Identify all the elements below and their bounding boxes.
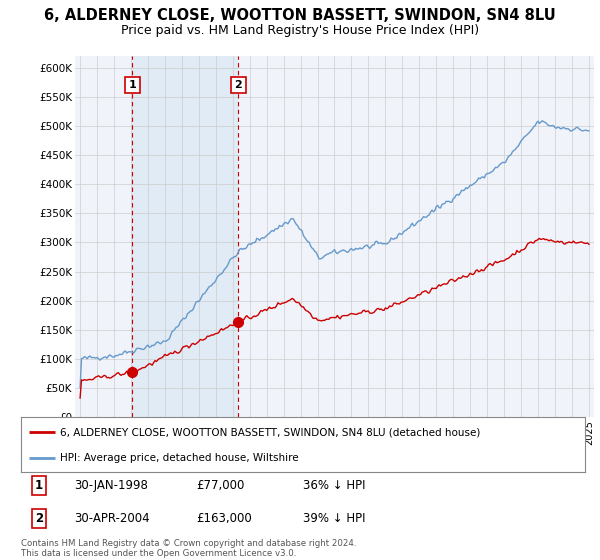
Text: 2: 2 [235,80,242,90]
Text: £77,000: £77,000 [196,479,244,492]
Text: 30-JAN-1998: 30-JAN-1998 [74,479,148,492]
Text: 30-APR-2004: 30-APR-2004 [74,512,150,525]
Text: Contains HM Land Registry data © Crown copyright and database right 2024.: Contains HM Land Registry data © Crown c… [21,539,356,548]
Text: 36% ↓ HPI: 36% ↓ HPI [303,479,365,492]
Text: 1: 1 [128,80,136,90]
Text: 39% ↓ HPI: 39% ↓ HPI [303,512,365,525]
Text: 6, ALDERNEY CLOSE, WOOTTON BASSETT, SWINDON, SN4 8LU (detached house): 6, ALDERNEY CLOSE, WOOTTON BASSETT, SWIN… [61,427,481,437]
Bar [133,56,238,417]
Text: 2: 2 [35,512,43,525]
Text: This data is licensed under the Open Government Licence v3.0.: This data is licensed under the Open Gov… [21,549,296,558]
Text: 1: 1 [35,479,43,492]
Text: £163,000: £163,000 [196,512,251,525]
Text: HPI: Average price, detached house, Wiltshire: HPI: Average price, detached house, Wilt… [61,454,299,463]
Text: Price paid vs. HM Land Registry's House Price Index (HPI): Price paid vs. HM Land Registry's House … [121,24,479,36]
Text: 6, ALDERNEY CLOSE, WOOTTON BASSETT, SWINDON, SN4 8LU: 6, ALDERNEY CLOSE, WOOTTON BASSETT, SWIN… [44,8,556,24]
